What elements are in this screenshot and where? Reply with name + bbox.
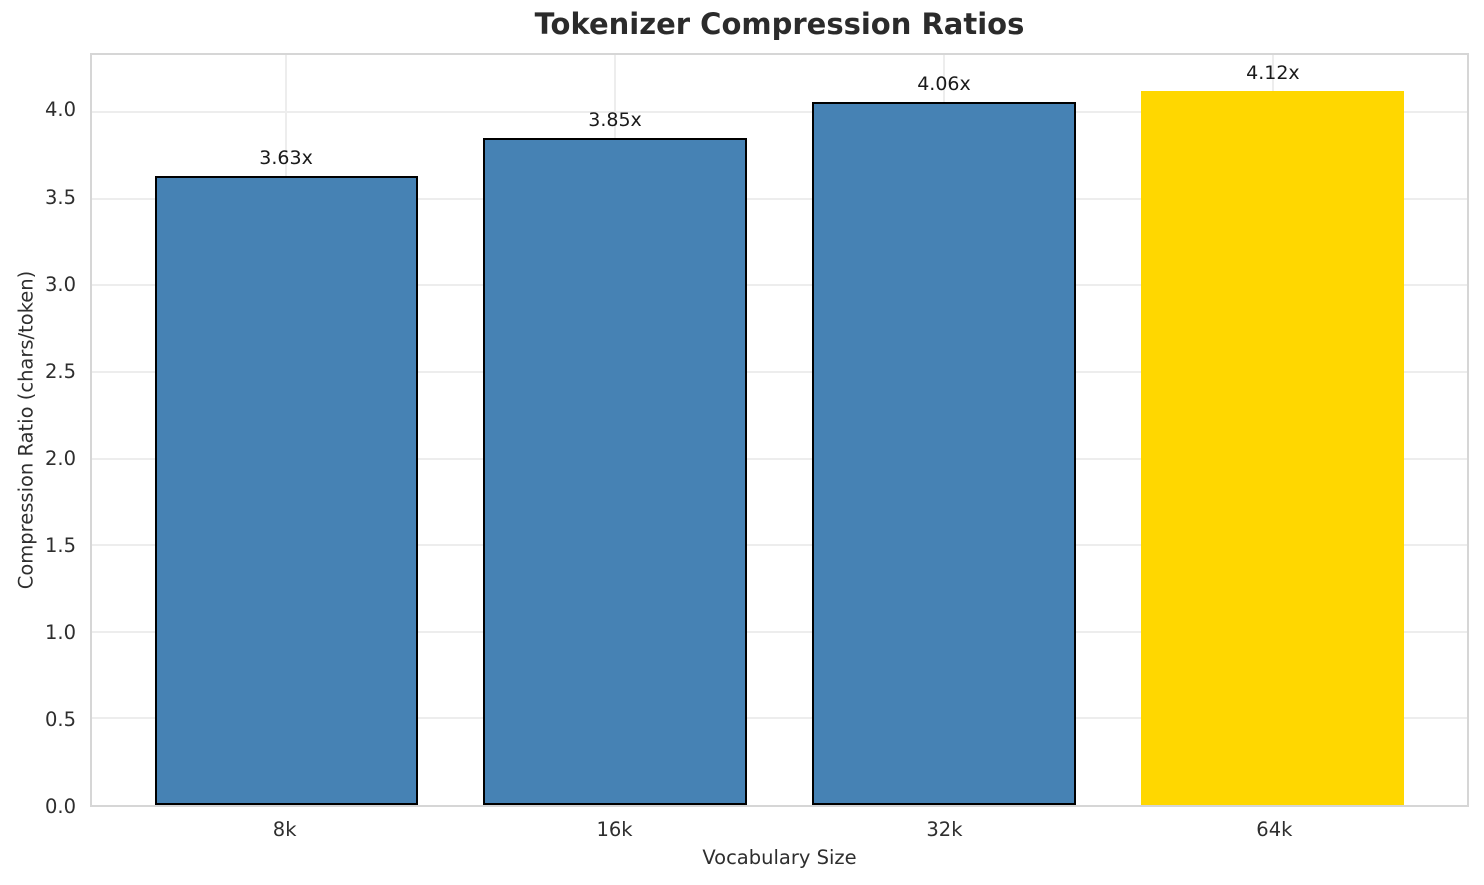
gridline-horizontal	[92, 284, 1467, 287]
y-axis-label: Compression Ratio (chars/token)	[14, 270, 38, 590]
y-tick-label: 1.5	[44, 533, 76, 557]
bar-64k	[1141, 91, 1405, 805]
gridline-horizontal	[92, 630, 1467, 633]
gridline-horizontal	[92, 197, 1467, 200]
bar-value-label: 3.85x	[588, 109, 642, 132]
gridline-horizontal	[92, 370, 1467, 373]
chart-title: Tokenizer Compression Ratios	[534, 7, 1025, 41]
x-tick-label: 64k	[1256, 818, 1293, 841]
x-tick-label: 16k	[596, 818, 633, 841]
y-tick-label: 1.0	[44, 620, 76, 644]
y-axis-ticks: 0.0 0.5 1.0 1.5 2.0 2.5 3.0 3.5 4.0	[0, 53, 76, 818]
x-axis-ticks: 8k 16k 32k 64k	[90, 818, 1469, 844]
x-axis-label: Vocabulary Size	[702, 846, 857, 869]
x-tick-label: 32k	[926, 818, 963, 841]
y-tick-label: 3.5	[44, 185, 76, 209]
y-tick-label: 0.0	[44, 795, 76, 818]
y-tick-label: 2.5	[44, 359, 76, 383]
y-tick-label: 0.5	[44, 707, 76, 731]
gridline-horizontal	[92, 457, 1467, 460]
y-tick-label: 2.0	[44, 446, 76, 470]
y-tick-label: 3.0	[44, 272, 76, 296]
bar-16k	[483, 138, 747, 805]
plot-area: 3.63x 3.85x 4.06x 4.12x	[90, 53, 1469, 807]
bar-8k	[154, 176, 418, 805]
gridline-horizontal	[92, 111, 1467, 114]
gridline-horizontal	[92, 544, 1467, 547]
y-tick-label: 4.0	[44, 98, 76, 122]
bar-value-label: 4.06x	[917, 72, 971, 95]
x-tick-label: 8k	[272, 818, 297, 841]
gridline-horizontal	[92, 717, 1467, 720]
bar-32k	[812, 101, 1076, 805]
bar-value-label: 3.63x	[259, 147, 313, 170]
bar-value-label: 4.12x	[1246, 62, 1300, 85]
